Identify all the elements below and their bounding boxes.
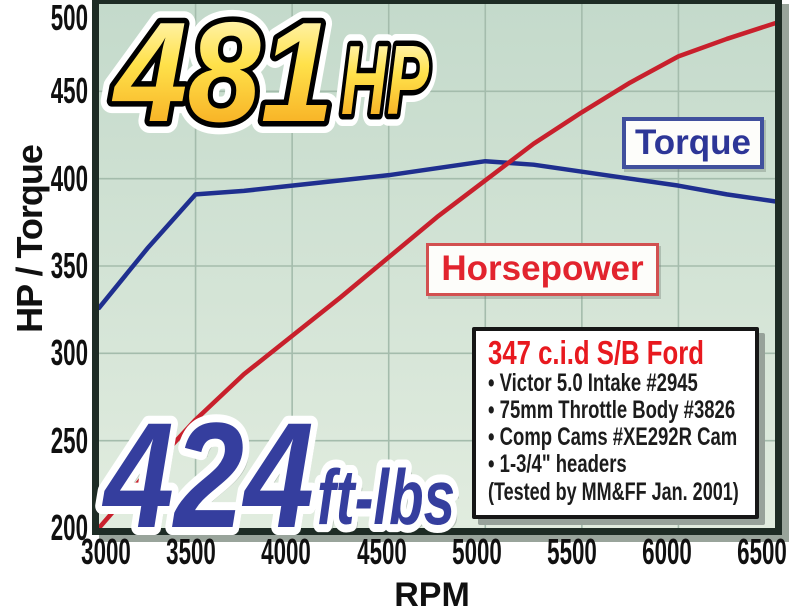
x-tick-label: 6000 — [642, 531, 692, 572]
headline-torque-peak: 424 ft-lbs 424 ft-lbs 424 ft-lbs — [93, 383, 463, 567]
x-tick-label: 5500 — [547, 531, 597, 572]
y-tick-label: 350 — [50, 245, 88, 286]
headline-torque-unit-shadow: ft-lbs — [323, 458, 461, 546]
headline-hp-value: 481 — [111, 0, 334, 152]
spec-item: • 1-3/4" headers — [488, 451, 680, 478]
spec-item: • Victor 5.0 Intake #2945 — [488, 369, 698, 397]
headline-torque-value-halo: 424 — [101, 391, 314, 559]
x-tick-label: 3000 — [81, 531, 131, 572]
horsepower-legend-label: Horsepower — [426, 243, 659, 296]
torque-legend-label: Torque — [622, 117, 764, 169]
x-tick-label: 6500 — [737, 531, 787, 572]
spec-item-text: 1-3/4" headers — [499, 450, 627, 478]
bullet-icon: • — [488, 369, 495, 397]
headline-torque-unit: ft-lbs — [317, 453, 455, 541]
bullet-icon: • — [488, 423, 495, 451]
y-axis-title: HP / Torque — [9, 145, 50, 333]
spec-item: • 75mm Throttle Body #3826 — [488, 396, 735, 424]
y-tick-label: 450 — [50, 70, 88, 111]
headline-hp-unit-halo: HP — [341, 25, 429, 135]
x-tick-label: 5000 — [452, 531, 502, 572]
spec-box-footnote: (Tested by MM&FF Jan. 2001) — [488, 478, 739, 506]
y-tick-label: 400 — [50, 158, 88, 199]
torque-curve — [96, 158, 778, 311]
x-tick-label: 4000 — [261, 531, 311, 572]
headline-torque-unit-halo: ft-lbs — [317, 453, 455, 541]
y-tick-label: 250 — [50, 420, 88, 461]
spec-item-text: Victor 5.0 Intake #2945 — [499, 369, 698, 397]
y-tick-label: 300 — [50, 332, 88, 373]
spec-item: • Comp Cams #XE292R Cam — [488, 423, 737, 451]
headline-hp-unit: HP — [341, 25, 429, 135]
bullet-icon: • — [488, 450, 495, 478]
headline-torque-value-shadow: 424 — [107, 396, 320, 564]
x-tick-label: 3500 — [166, 531, 216, 572]
horsepower-curve — [96, 20, 778, 531]
x-axis-title: RPM — [394, 576, 470, 614]
x-tick-label: 4500 — [357, 531, 407, 572]
spec-item-text: Comp Cams #XE292R Cam — [499, 423, 738, 451]
y-tick-label: 200 — [50, 507, 88, 548]
engine-spec-box: 347 c.i.d S/B Ford • Victor 5.0 Intake #2… — [472, 327, 759, 519]
y-tick-label: 500 — [50, 0, 88, 38]
plot-frame — [92, 0, 782, 535]
spec-box-title: 347 c.i.d S/B Ford — [488, 334, 704, 371]
series-lines — [96, 20, 778, 531]
headline-hp-value-halo: 481 — [111, 0, 334, 152]
spec-item-text: 75mm Throttle Body #3826 — [499, 396, 736, 424]
headline-horsepower-peak: 481 HP 481 HP — [99, 0, 441, 164]
bullet-icon: • — [488, 396, 495, 424]
headline-torque-value: 424 — [101, 391, 314, 559]
